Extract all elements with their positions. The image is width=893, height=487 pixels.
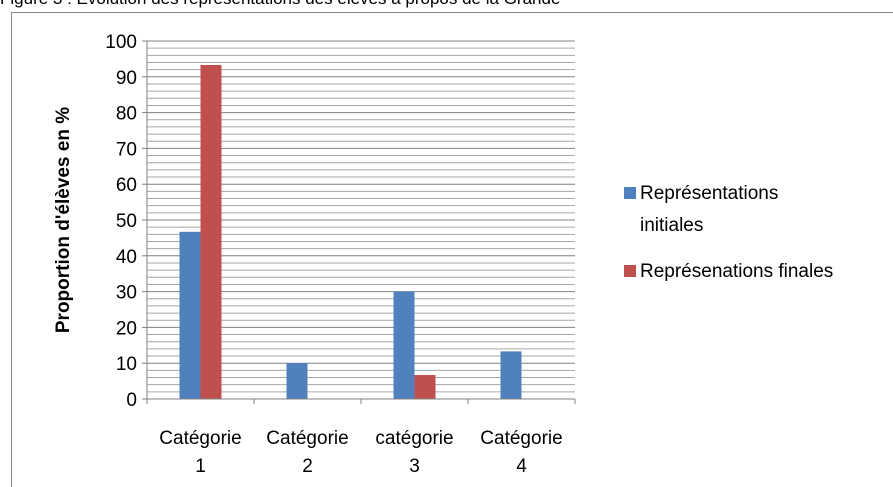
figure-caption: Figure 3 : Evolution des représentations… xyxy=(0,0,893,10)
bar-series-1-cat-2 xyxy=(286,363,308,399)
chart-frame xyxy=(11,12,893,487)
y-tick-label: 90 xyxy=(116,68,137,89)
y-axis-label: Proportion d'élèves en % xyxy=(53,107,74,333)
axes xyxy=(142,41,576,404)
bars xyxy=(179,64,522,400)
x-category-label: 1 xyxy=(195,456,206,477)
legend-label-2: Représenations finales xyxy=(640,261,833,282)
y-tick-label: 0 xyxy=(126,390,137,411)
legend-label-1: initiales xyxy=(640,215,703,236)
y-tick-label: 50 xyxy=(116,211,137,232)
bar-series-2-cat-1 xyxy=(200,64,222,400)
x-category-label: catégorie xyxy=(375,428,453,449)
x-category-label: 2 xyxy=(302,456,313,477)
y-axis-ticks: 0 10 20 30 40 50 60 70 80 90 100 xyxy=(105,32,147,411)
y-tick-label: 60 xyxy=(116,175,137,196)
legend-label-1: Représentations xyxy=(640,183,778,204)
legend-swatch-1 xyxy=(624,187,636,199)
bar-series-2-cat-3 xyxy=(414,375,436,399)
bar-series-1-cat-3 xyxy=(393,291,415,399)
x-axis-categories: Catégorie 1 Catégorie 2 catégorie 3 Catégorie 4 xyxy=(159,428,562,477)
y-tick-label: 10 xyxy=(116,354,137,375)
y-tick-label: 100 xyxy=(105,32,137,53)
y-tick-label: 20 xyxy=(116,318,137,339)
x-category-label: 4 xyxy=(516,456,527,477)
x-category-label: Catégorie xyxy=(266,428,348,449)
y-tick-label: 40 xyxy=(116,247,137,268)
x-category-label: Catégorie xyxy=(159,428,241,449)
legend-swatch-2 xyxy=(624,265,636,277)
y-tick-label: 80 xyxy=(116,104,137,125)
y-tick-label: 30 xyxy=(116,283,137,304)
x-category-label: 3 xyxy=(409,456,420,477)
y-tick-label: 70 xyxy=(116,139,137,160)
bar-series-1-cat-1 xyxy=(179,231,201,399)
x-category-label: Catégorie xyxy=(480,428,562,449)
bar-series-1-cat-4 xyxy=(500,351,522,399)
legend: Représentations initiales Représenations f… xyxy=(624,183,833,282)
